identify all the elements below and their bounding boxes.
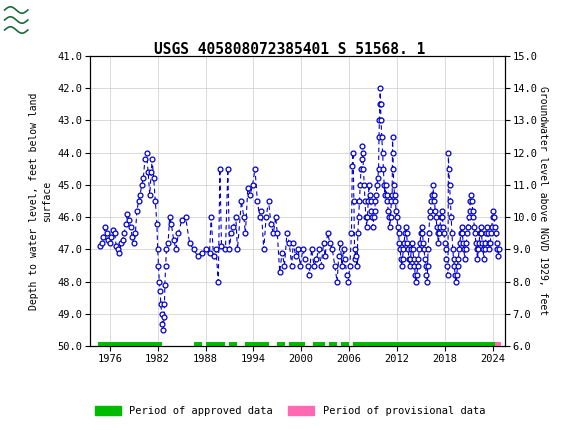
Bar: [353, 341, 495, 351]
Bar: [205, 341, 226, 351]
Bar: [3, 3, 72, 37]
Text: USGS 405808072385401 S 51568. 1: USGS 405808072385401 S 51568. 1: [154, 42, 426, 57]
Bar: [245, 341, 269, 351]
Text: USGS: USGS: [32, 11, 87, 29]
Bar: [194, 341, 202, 351]
Y-axis label: Depth to water level, feet below land
surface: Depth to water level, feet below land su…: [28, 92, 52, 310]
Legend: Period of approved data, Period of provisional data: Period of approved data, Period of provi…: [90, 402, 490, 421]
Bar: [341, 341, 349, 351]
Bar: [329, 341, 337, 351]
Y-axis label: Groundwater level above NGVD 1929, feet: Groundwater level above NGVD 1929, feet: [538, 86, 548, 316]
Bar: [98, 341, 162, 351]
Bar: [313, 341, 325, 351]
Bar: [277, 341, 285, 351]
Bar: [230, 341, 237, 351]
Bar: [289, 341, 305, 351]
Bar: [495, 341, 501, 351]
